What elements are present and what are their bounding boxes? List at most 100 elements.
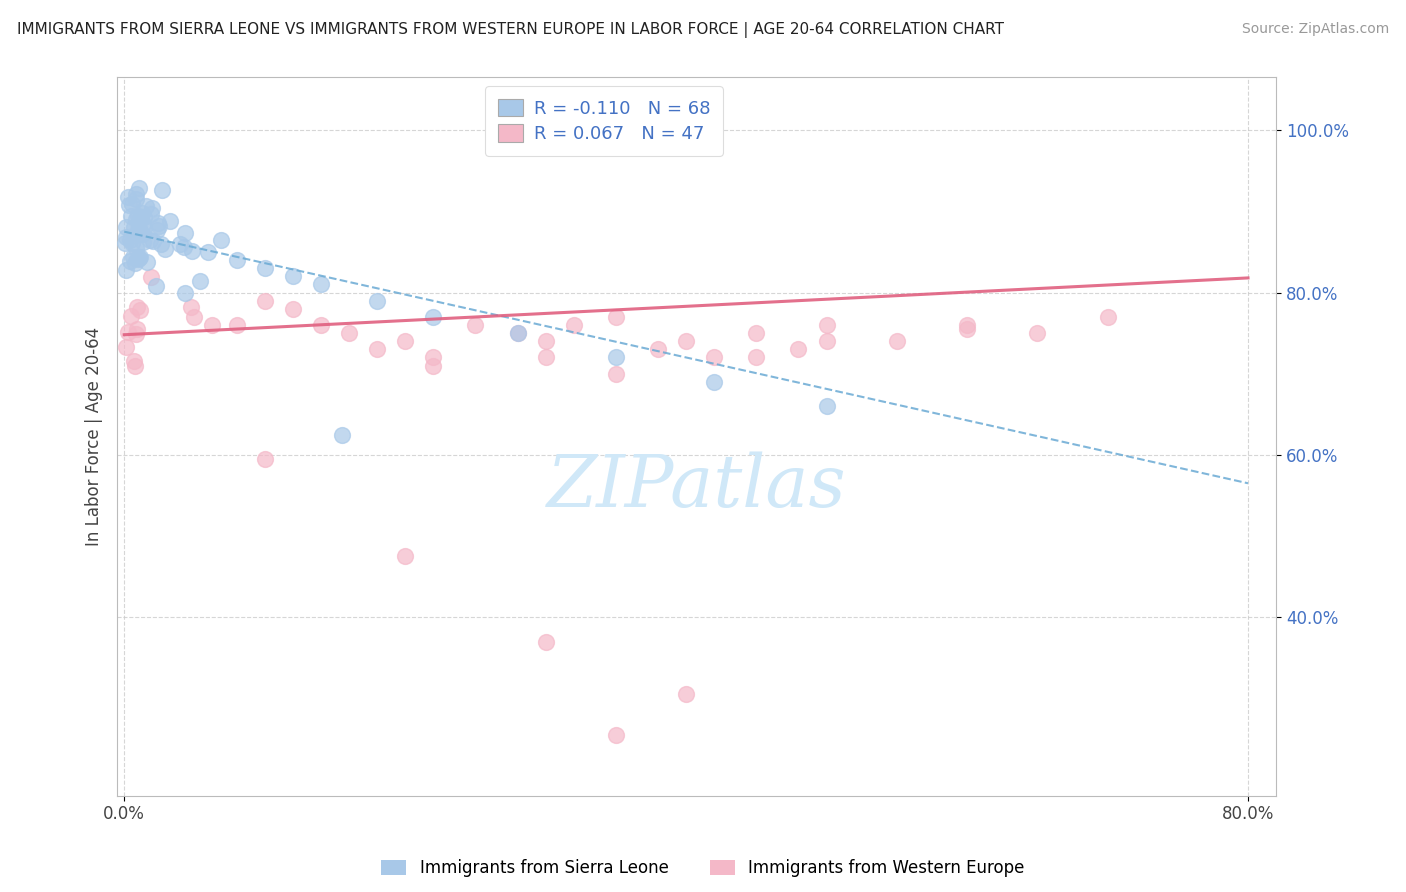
Point — [136, 254, 159, 268]
Point — [956, 318, 979, 332]
Point — [121, 196, 143, 211]
Point — [138, 233, 160, 247]
Point — [506, 326, 529, 340]
Point — [201, 318, 224, 332]
Point — [150, 237, 173, 252]
Text: Source: ZipAtlas.com: Source: ZipAtlas.com — [1241, 22, 1389, 37]
Point — [1026, 326, 1049, 340]
Point — [605, 728, 627, 742]
Point — [128, 250, 150, 264]
Point — [152, 183, 174, 197]
Point — [127, 209, 149, 223]
Point — [124, 256, 146, 270]
Point — [815, 318, 838, 332]
Point — [174, 226, 197, 240]
Point — [703, 375, 725, 389]
Point — [197, 244, 219, 259]
Point — [124, 354, 146, 368]
Point — [124, 327, 146, 342]
Point — [145, 223, 167, 237]
Point — [129, 211, 152, 225]
Point — [120, 309, 142, 323]
Point — [118, 233, 141, 247]
Point — [127, 252, 149, 266]
Point — [745, 351, 768, 365]
Point — [422, 310, 444, 324]
Point — [253, 451, 276, 466]
Point — [605, 310, 627, 324]
Point — [114, 236, 136, 251]
Point — [180, 300, 202, 314]
Point — [127, 252, 149, 267]
Point — [562, 318, 585, 332]
Point — [125, 186, 148, 201]
Point — [124, 359, 146, 373]
Point — [115, 219, 138, 234]
Point — [330, 428, 353, 442]
Point — [281, 301, 304, 316]
Point — [159, 214, 181, 228]
Point — [131, 227, 153, 241]
Point — [464, 318, 486, 332]
Point — [145, 279, 167, 293]
Point — [815, 399, 838, 413]
Point — [128, 220, 150, 235]
Point — [745, 326, 768, 340]
Point — [605, 351, 627, 365]
Point — [142, 234, 165, 248]
Legend: R = -0.110   N = 68, R = 0.067   N = 47: R = -0.110 N = 68, R = 0.067 N = 47 — [485, 87, 723, 156]
Text: IMMIGRANTS FROM SIERRA LEONE VS IMMIGRANTS FROM WESTERN EUROPE IN LABOR FORCE | : IMMIGRANTS FROM SIERRA LEONE VS IMMIGRAN… — [17, 22, 1004, 38]
Point — [225, 253, 247, 268]
Point — [506, 326, 529, 340]
Point — [125, 300, 148, 314]
Point — [115, 340, 138, 354]
Point — [173, 240, 195, 254]
Point — [675, 334, 697, 349]
Point — [815, 334, 838, 349]
Point — [183, 310, 205, 324]
Point — [703, 351, 725, 365]
Point — [886, 334, 908, 349]
Point — [209, 233, 232, 247]
Point — [125, 192, 148, 206]
Point — [121, 250, 143, 264]
Point — [534, 351, 557, 365]
Point — [188, 274, 211, 288]
Point — [125, 211, 148, 226]
Point — [956, 322, 979, 336]
Point — [422, 351, 444, 365]
Point — [169, 236, 191, 251]
Point — [155, 242, 177, 256]
Point — [309, 277, 332, 292]
Point — [1097, 310, 1119, 324]
Point — [120, 209, 142, 223]
Text: ZIPatlas: ZIPatlas — [547, 451, 846, 522]
Point — [309, 318, 332, 332]
Point — [180, 244, 202, 259]
Point — [148, 216, 170, 230]
Point — [131, 206, 153, 220]
Point — [132, 221, 155, 235]
Point — [128, 181, 150, 195]
Point — [366, 293, 388, 308]
Point — [121, 236, 143, 251]
Point — [148, 219, 170, 233]
Point — [366, 343, 388, 357]
Point — [129, 227, 152, 242]
Point — [173, 285, 195, 300]
Point — [141, 206, 163, 220]
Point — [534, 634, 557, 648]
Point — [135, 199, 157, 213]
Point — [125, 321, 148, 335]
Point — [122, 220, 145, 235]
Point — [125, 242, 148, 256]
Point — [128, 251, 150, 265]
Point — [129, 211, 152, 225]
Point — [117, 325, 139, 339]
Point — [281, 269, 304, 284]
Point — [134, 211, 156, 225]
Point — [675, 687, 697, 701]
Point — [647, 343, 669, 357]
Point — [139, 270, 162, 285]
Point — [120, 254, 142, 268]
